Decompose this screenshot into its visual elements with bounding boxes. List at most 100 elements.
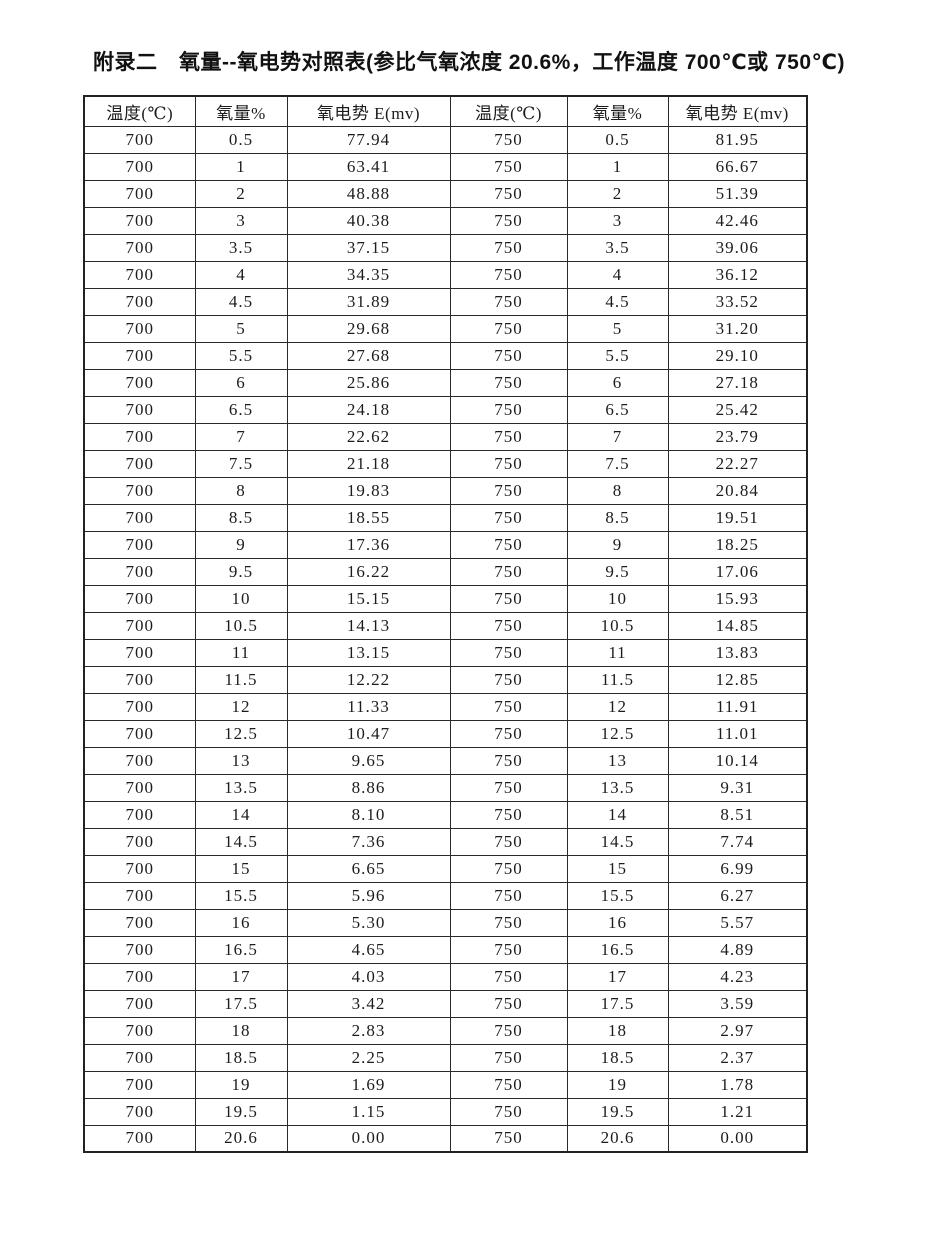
- table-cell: 63.41: [286, 152, 451, 181]
- table-cell: 700: [83, 179, 196, 208]
- table-cell: 750: [449, 341, 568, 370]
- table-cell: 14: [194, 800, 288, 829]
- table-cell: 27.18: [667, 368, 808, 397]
- table-cell: 700: [83, 233, 196, 262]
- table-cell: 7.36: [286, 827, 451, 856]
- table-cell: 1.21: [667, 1097, 808, 1126]
- table-cell: 0.00: [667, 1124, 808, 1153]
- table-body: 700 0.5 77.94 750 0.5 81.95 700 1 63.41 750 1 66.67…: [83, 125, 808, 1153]
- table-cell: 2.97: [667, 1016, 808, 1045]
- table-cell: 700: [83, 206, 196, 235]
- table-row: 700 20.6 0.00 750 20.6 0.00: [83, 1124, 808, 1153]
- table-cell: 750: [449, 1070, 568, 1099]
- table-cell: 700: [83, 368, 196, 397]
- table-cell: 18.5: [566, 1043, 669, 1072]
- table-cell: 750: [449, 665, 568, 694]
- table-cell: 10.47: [286, 719, 451, 748]
- table-cell: 13.5: [194, 773, 288, 802]
- table-cell: 700: [83, 287, 196, 316]
- table-cell: 8.5: [194, 503, 288, 532]
- table-cell: 17.06: [667, 557, 808, 586]
- table-cell: 7: [194, 422, 288, 451]
- table-cell: 17: [194, 962, 288, 991]
- table-row: 700 12 11.33 750 12 11.91: [83, 692, 808, 721]
- table-cell: 34.35: [286, 260, 451, 289]
- table-cell: 12: [566, 692, 669, 721]
- table-cell: 8.10: [286, 800, 451, 829]
- table-cell: 36.12: [667, 260, 808, 289]
- oxygen-potential-table: 温度(℃) 氧量% 氧电势 E(mv) 温度(℃) 氧量% 氧电势 E(mv) …: [83, 95, 808, 1153]
- table-cell: 700: [83, 1070, 196, 1099]
- table-cell: 48.88: [286, 179, 451, 208]
- table-cell: 750: [449, 989, 568, 1018]
- table-cell: 37.15: [286, 233, 451, 262]
- table-cell: 39.06: [667, 233, 808, 262]
- table-cell: 11.5: [566, 665, 669, 694]
- table-cell: 5: [566, 314, 669, 343]
- table-cell: 3: [566, 206, 669, 235]
- table-cell: 8: [194, 476, 288, 505]
- table-cell: 1: [194, 152, 288, 181]
- table-cell: 700: [83, 152, 196, 181]
- table-cell: 9.31: [667, 773, 808, 802]
- table-cell: 12.5: [566, 719, 669, 748]
- table-cell: 700: [83, 1043, 196, 1072]
- table-cell: 18: [566, 1016, 669, 1045]
- table-cell: 8.86: [286, 773, 451, 802]
- table-cell: 700: [83, 314, 196, 343]
- table-cell: 7.74: [667, 827, 808, 856]
- table-row: 700 7.5 21.18 750 7.5 22.27: [83, 449, 808, 478]
- table-cell: 750: [449, 287, 568, 316]
- table-row: 700 11.5 12.22 750 11.5 12.85: [83, 665, 808, 694]
- table-row: 700 10 15.15 750 10 15.93: [83, 584, 808, 613]
- table-cell: 3.5: [194, 233, 288, 262]
- table-row: 700 9 17.36 750 9 18.25: [83, 530, 808, 559]
- table-cell: 750: [449, 692, 568, 721]
- table-cell: 6.27: [667, 881, 808, 910]
- table-cell: 12.85: [667, 665, 808, 694]
- table-cell: 19.5: [194, 1097, 288, 1126]
- table-cell: 700: [83, 773, 196, 802]
- table-cell: 11: [566, 638, 669, 667]
- table-cell: 750: [449, 449, 568, 478]
- table-cell: 750: [449, 773, 568, 802]
- table-cell: 42.46: [667, 206, 808, 235]
- table-cell: 750: [449, 800, 568, 829]
- table-cell: 700: [83, 341, 196, 370]
- table-cell: 750: [449, 746, 568, 775]
- table-cell: 750: [449, 611, 568, 640]
- table-cell: 700: [83, 800, 196, 829]
- table-cell: 19.51: [667, 503, 808, 532]
- table-row: 700 15 6.65 750 15 6.99: [83, 854, 808, 883]
- table-row: 700 17 4.03 750 17 4.23: [83, 962, 808, 991]
- table-row: 700 16 5.30 750 16 5.57: [83, 908, 808, 937]
- table-cell: 15.15: [286, 584, 451, 613]
- column-header-potential-left: 氧电势 E(mv): [286, 95, 451, 127]
- table-row: 700 9.5 16.22 750 9.5 17.06: [83, 557, 808, 586]
- table-row: 700 19.5 1.15 750 19.5 1.21: [83, 1097, 808, 1126]
- table-cell: 700: [83, 1097, 196, 1126]
- table-row: 700 0.5 77.94 750 0.5 81.95: [83, 125, 808, 154]
- table-cell: 750: [449, 827, 568, 856]
- table-cell: 4.5: [566, 287, 669, 316]
- table-cell: 51.39: [667, 179, 808, 208]
- table-cell: 2: [194, 179, 288, 208]
- table-cell: 6.65: [286, 854, 451, 883]
- table-cell: 20.6: [194, 1124, 288, 1153]
- table-cell: 700: [83, 125, 196, 154]
- table-cell: 13.15: [286, 638, 451, 667]
- table-cell: 11.91: [667, 692, 808, 721]
- table-cell: 750: [449, 557, 568, 586]
- column-header-temperature-right: 温度(℃): [449, 95, 568, 127]
- table-row: 700 3 40.38 750 3 42.46: [83, 206, 808, 235]
- table-cell: 750: [449, 962, 568, 991]
- table-cell: 22.27: [667, 449, 808, 478]
- table-cell: 66.67: [667, 152, 808, 181]
- table-cell: 750: [449, 719, 568, 748]
- table-cell: 700: [83, 665, 196, 694]
- table-cell: 14.5: [566, 827, 669, 856]
- table-cell: 7.5: [566, 449, 669, 478]
- table-cell: 750: [449, 260, 568, 289]
- table-cell: 700: [83, 1124, 196, 1153]
- table-row: 700 18 2.83 750 18 2.97: [83, 1016, 808, 1045]
